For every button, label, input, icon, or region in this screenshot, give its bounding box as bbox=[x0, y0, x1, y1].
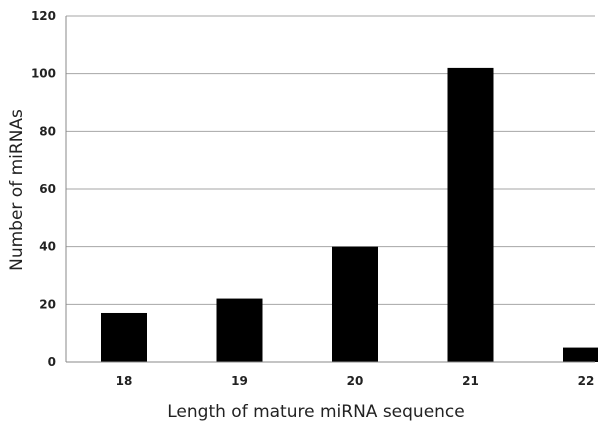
x-tick-label: 22 bbox=[578, 374, 595, 388]
y-tick-label: 0 bbox=[48, 355, 56, 369]
grid-lines bbox=[66, 15, 595, 305]
bars bbox=[101, 67, 598, 363]
y-tick-label: 80 bbox=[39, 124, 56, 138]
x-tick-labels: 18 19 20 21 22 bbox=[116, 374, 595, 388]
x-tick-label: 21 bbox=[462, 374, 479, 388]
bar-19 bbox=[216, 298, 263, 362]
y-axis-label: Number of miRNAs bbox=[7, 109, 27, 271]
x-tick-label: 20 bbox=[347, 374, 364, 388]
y-tick-label: 100 bbox=[31, 67, 56, 81]
bar-21 bbox=[447, 67, 494, 363]
bar-18 bbox=[101, 312, 147, 362]
y-tick-label: 60 bbox=[39, 182, 56, 196]
y-tick-labels: 0 20 40 60 80 100 120 bbox=[31, 9, 56, 369]
x-tick-label: 19 bbox=[231, 374, 248, 388]
y-tick-label: 120 bbox=[31, 9, 56, 23]
x-axis-label: Length of mature miRNA sequence bbox=[167, 402, 465, 422]
y-tick-label: 40 bbox=[39, 240, 56, 254]
y-tick-label: 20 bbox=[39, 297, 56, 311]
bar-20 bbox=[332, 246, 378, 362]
x-tick-label: 18 bbox=[116, 374, 133, 388]
bar-22 bbox=[563, 347, 598, 362]
